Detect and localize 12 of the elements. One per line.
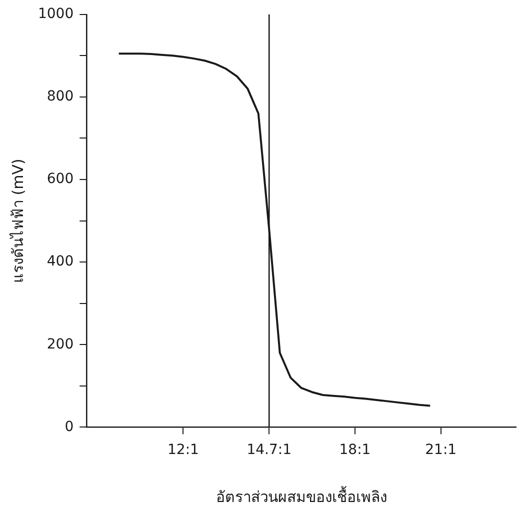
x-tick-label: 21:1 bbox=[425, 442, 457, 458]
y-tick-label: 1000 bbox=[38, 6, 74, 22]
y-axis-title: แรงดันไฟฟ้า (mV) bbox=[8, 158, 27, 283]
x-tick-label: 12:1 bbox=[168, 442, 199, 458]
y-tick-label: 400 bbox=[46, 254, 74, 270]
y-tick-label: 600 bbox=[46, 171, 74, 188]
y-tick-label: 0 bbox=[64, 418, 74, 435]
y-tick-label: 200 bbox=[46, 336, 74, 352]
x-tick-label: 14.7:1 bbox=[246, 442, 292, 458]
y-tick-label: 800 bbox=[46, 88, 74, 105]
x-tick-label: 18:1 bbox=[339, 442, 371, 458]
x-axis-title: อัตราส่วนผสมของเชื้อเพลิง bbox=[216, 486, 387, 506]
